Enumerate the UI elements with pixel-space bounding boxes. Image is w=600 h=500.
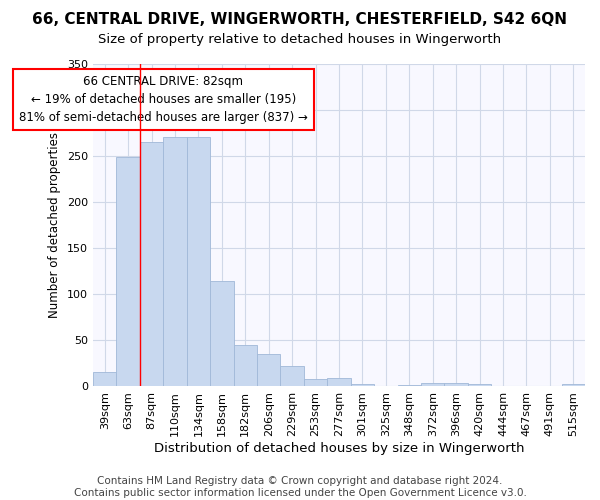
Y-axis label: Number of detached properties: Number of detached properties: [49, 132, 61, 318]
Bar: [163, 137, 187, 386]
Bar: [468, 384, 491, 386]
Text: 66 CENTRAL DRIVE: 82sqm
← 19% of detached houses are smaller (195)
81% of semi-d: 66 CENTRAL DRIVE: 82sqm ← 19% of detache…: [19, 75, 308, 124]
Bar: [398, 384, 421, 386]
Bar: [327, 378, 351, 386]
Bar: [233, 345, 257, 387]
Bar: [140, 142, 163, 386]
Bar: [445, 383, 468, 386]
Bar: [257, 354, 280, 386]
X-axis label: Distribution of detached houses by size in Wingerworth: Distribution of detached houses by size …: [154, 442, 524, 455]
Bar: [280, 366, 304, 386]
Bar: [116, 157, 140, 386]
Text: Size of property relative to detached houses in Wingerworth: Size of property relative to detached ho…: [98, 34, 502, 46]
Bar: [93, 372, 116, 386]
Bar: [210, 280, 233, 386]
Bar: [421, 383, 445, 386]
Text: Contains HM Land Registry data © Crown copyright and database right 2024.
Contai: Contains HM Land Registry data © Crown c…: [74, 476, 526, 498]
Bar: [187, 137, 210, 386]
Text: 66, CENTRAL DRIVE, WINGERWORTH, CHESTERFIELD, S42 6QN: 66, CENTRAL DRIVE, WINGERWORTH, CHESTERF…: [32, 12, 568, 28]
Bar: [304, 379, 327, 386]
Bar: [562, 384, 585, 386]
Bar: [351, 384, 374, 386]
